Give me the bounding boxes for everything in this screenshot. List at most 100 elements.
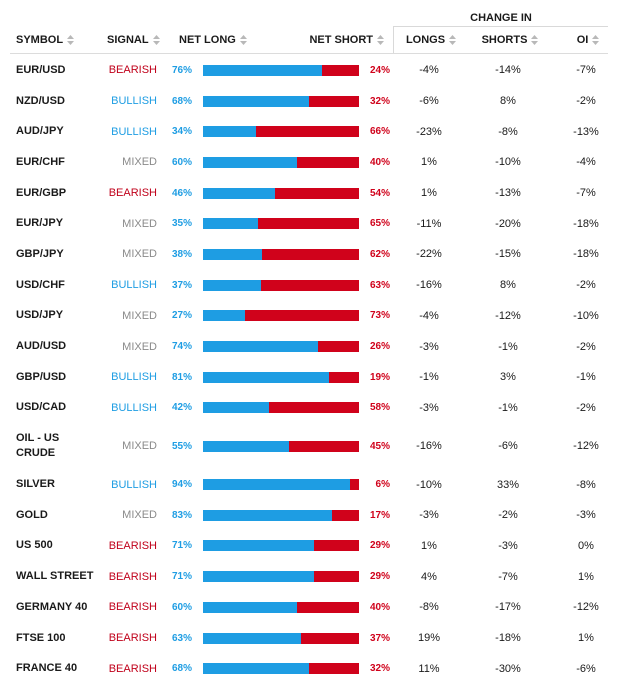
sort-icon [531,35,539,45]
longs-change-value: -11% [416,217,442,230]
column-header-shorts[interactable]: SHORTS [474,32,546,48]
longs-change-value: -22% [416,248,442,261]
net-short-bar [203,310,359,322]
signal-cell: MIXED [122,248,157,261]
symbol-cell[interactable]: GERMANY 40 [16,600,88,613]
symbol-cell[interactable]: WALL STREET [16,570,94,583]
signal-cell: BEARISH [108,632,157,645]
symbol-cell[interactable]: GBP/USD [16,370,67,383]
column-header-oi[interactable]: OI [556,32,620,48]
table-row[interactable]: OIL - US CRUDE MIXED 55% 45% -16% -6% -12% [0,423,620,469]
sentiment-bar [203,239,359,270]
symbol-cell[interactable]: NZD/USD [16,94,65,107]
symbol-cell[interactable]: OIL - US CRUDE [16,432,60,460]
net-long-bar [203,218,258,230]
column-header-signal[interactable]: SIGNAL [107,32,160,48]
net-short-value: 62% [369,248,390,260]
table-row[interactable]: USD/CHF BULLISH 37% 63% -16% 8% -2% [0,270,620,301]
symbol-cell[interactable]: AUD/USD [16,340,67,353]
table-row[interactable]: GBP/USD BULLISH 81% 19% -1% 3% -1% [0,362,620,393]
signal-cell: MIXED [122,156,157,169]
shorts-change-value: 3% [500,371,516,384]
net-short-value: 17% [369,509,390,521]
oi-change-value: -2% [576,340,596,353]
table-row[interactable]: EUR/USD BEARISH 76% 24% -4% -14% -7% [0,55,620,86]
longs-change-value: 1% [421,187,437,200]
net-long-bar [203,156,297,168]
symbol-cell[interactable]: GOLD [16,508,48,521]
net-short-value: 65% [369,218,390,230]
column-header-symbol[interactable]: SYMBOL [16,32,75,48]
shorts-change-value: -2% [498,509,518,522]
table-row[interactable]: WALL STREET BEARISH 71% 29% 4% -7% 1% [0,561,620,592]
table-row[interactable]: USD/CAD BULLISH 42% 58% -3% -1% -2% [0,393,620,424]
oi-change-value: -13% [573,125,599,138]
shorts-change-value: -18% [495,632,521,645]
column-header-longs[interactable]: LONGS [398,32,464,48]
table-row[interactable]: EUR/JPY MIXED 35% 65% -11% -20% -18% [0,208,620,239]
table-row[interactable]: FTSE 100 BEARISH 63% 37% 19% -18% 1% [0,623,620,654]
symbol-cell[interactable]: AUD/JPY [16,125,64,138]
symbol-cell[interactable]: FRANCE 40 [16,662,78,675]
sentiment-bar [203,86,359,117]
shorts-change-value: -6% [498,440,518,453]
oi-change-value: -2% [576,279,596,292]
sentiment-bar [203,55,359,86]
column-header-shorts-label: SHORTS [481,34,528,46]
table-row[interactable]: AUD/JPY BULLISH 34% 66% -23% -8% -13% [0,116,620,147]
net-short-bar [203,248,359,260]
symbol-cell[interactable]: USD/CHF [16,278,65,291]
signal-cell: BULLISH [111,125,157,138]
symbol-cell[interactable]: EUR/JPY [16,217,64,230]
column-header-signal-label: SIGNAL [107,34,149,46]
net-short-bar [203,632,359,644]
symbol-cell[interactable]: EUR/GBP [16,186,67,199]
table-row[interactable]: GBP/JPY MIXED 38% 62% -22% -15% -18% [0,239,620,270]
symbol-cell[interactable]: GBP/JPY [16,247,64,260]
table-row[interactable]: EUR/CHF MIXED 60% 40% 1% -10% -4% [0,147,620,178]
net-short-bar [203,440,359,452]
oi-change-value: -10% [573,309,599,322]
table-row[interactable]: SILVER BULLISH 94% 6% -10% 33% -8% [0,469,620,500]
net-short-value: 24% [369,64,390,76]
sentiment-bar [203,178,359,209]
symbol-cell[interactable]: EUR/USD [16,63,66,76]
net-long-value: 37% [171,279,192,291]
net-long-value: 68% [171,663,192,675]
symbol-cell[interactable]: EUR/CHF [16,155,65,168]
net-short-value: 45% [369,440,390,452]
table-row[interactable]: AUD/USD MIXED 74% 26% -3% -1% -2% [0,331,620,362]
net-long-bar [203,440,289,452]
symbol-cell[interactable]: USD/CAD [16,401,67,414]
table-row[interactable]: USD/JPY MIXED 27% 73% -4% -12% -10% [0,301,620,332]
net-long-bar [203,571,314,583]
signal-cell: MIXED [122,440,157,453]
table-row[interactable]: EUR/GBP BEARISH 46% 54% 1% -13% -7% [0,178,620,209]
longs-change-value: 19% [417,632,441,645]
table-row[interactable]: GERMANY 40 BEARISH 60% 40% -8% -17% -12% [0,592,620,623]
table-row[interactable]: FRANCE 40 BEARISH 68% 32% 11% -30% -6% [0,653,620,684]
table-row[interactable]: US 500 BEARISH 71% 29% 1% -3% 0% [0,531,620,562]
symbol-cell[interactable]: FTSE 100 [16,631,66,644]
symbol-cell[interactable]: USD/JPY [16,309,64,322]
column-header-net-long[interactable]: NET LONG [179,32,247,48]
net-long-value: 60% [171,156,192,168]
table-row[interactable]: GOLD MIXED 83% 17% -3% -2% -3% [0,500,620,531]
column-header-net-long-label: NET LONG [179,34,236,46]
net-short-bar [203,663,359,675]
longs-change-value: -4% [419,64,439,77]
net-long-value: 42% [171,402,192,414]
net-long-bar [203,64,322,76]
net-long-bar [203,371,330,383]
table-row[interactable]: NZD/USD BULLISH 68% 32% -6% 8% -2% [0,86,620,117]
symbol-cell[interactable]: US 500 [16,539,53,552]
shorts-change-value: -12% [495,309,521,322]
longs-change-value: 4% [421,570,437,583]
column-header-net-short[interactable]: NET SHORT [290,32,384,48]
sentiment-bar [203,531,359,562]
symbol-cell[interactable]: SILVER [16,478,55,491]
column-header-symbol-label: SYMBOL [16,34,64,46]
net-short-value: 32% [369,95,390,107]
shorts-change-value: 8% [500,279,516,292]
signal-cell: BEARISH [108,64,157,77]
